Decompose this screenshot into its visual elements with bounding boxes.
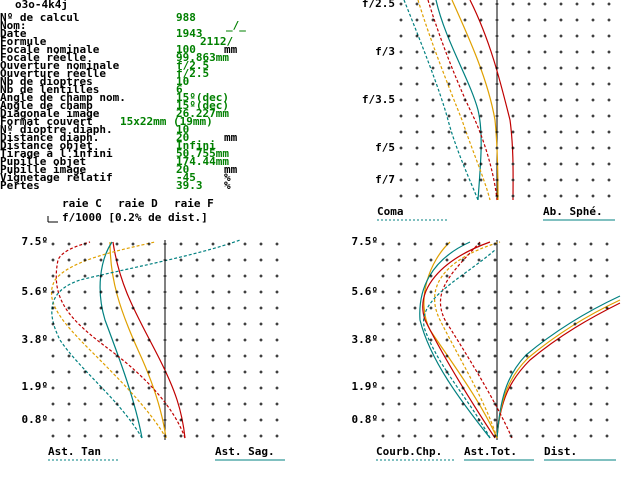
curve [427, 0, 498, 201]
param-label: Format couvert [0, 115, 93, 128]
y-tick-label: f/3 [375, 45, 395, 58]
param-value: 100 [176, 43, 196, 56]
param-label: Pupille objet [0, 155, 86, 168]
scale-label: f/1000 [0.2% de dist.] [62, 211, 208, 224]
param-label: Angle de champ [0, 99, 93, 112]
curve [55, 241, 186, 439]
curve [434, 241, 501, 439]
param-label: Focale réelle [0, 51, 86, 64]
param-value: _/_ [226, 19, 246, 32]
y-tick-label: 1.9º [352, 380, 379, 393]
legend-line: raie C [62, 197, 102, 210]
y-tick-label: 5.6º [22, 285, 49, 298]
param-value: 26.227mm [176, 107, 229, 120]
param-label: Angle de champ nom. [0, 91, 126, 104]
y-tick-label: 7.5º [352, 235, 379, 248]
param-unit: mm [224, 163, 238, 176]
param-label: Nom: [0, 19, 27, 32]
curve [403, 0, 479, 201]
param-label: Pertes [0, 179, 40, 192]
y-tick-label: f/3.5 [362, 93, 395, 106]
param-value: 10 [176, 123, 189, 136]
window-title: o3o-4k4j [15, 0, 68, 11]
param-label: Distance diaph. [0, 131, 99, 144]
curve [417, 0, 491, 201]
curve [496, 295, 621, 439]
y-tick-label: f/7 [375, 173, 395, 186]
y-tick-label: 0.8º [352, 413, 379, 426]
param-unit: % [224, 179, 231, 192]
curves [50, 0, 621, 440]
param-value: 6 [176, 83, 183, 96]
plot-label: Coma [377, 205, 404, 218]
param-label: Vignetage relatif [0, 171, 113, 184]
param-value: 15º(dec) [176, 99, 229, 112]
param-value: -45 [176, 171, 196, 184]
param-label: Nº dioptre diaph. [0, 123, 113, 136]
plot-label: Ast. Sag. [215, 445, 275, 458]
y-tick-label: 3.8º [352, 333, 379, 346]
param-label: Date [0, 27, 27, 40]
y-tick-label: 0.8º [22, 413, 49, 426]
curve [50, 241, 167, 439]
param-value: 50.755mm [176, 147, 229, 160]
curve [51, 239, 241, 439]
param-value: 10 [176, 75, 189, 88]
curve [109, 241, 167, 439]
curve [451, 0, 499, 201]
plot-label: Dist. [544, 445, 577, 458]
curve [112, 241, 186, 439]
curve [435, 0, 482, 201]
param-value: 1943 [176, 27, 203, 40]
param-label: Nº de calcul [0, 11, 79, 24]
param-unit: mm [224, 131, 238, 144]
plot-label: Courb.Chp. [376, 445, 442, 458]
param-value: 2112/ [200, 35, 233, 48]
curve [469, 0, 514, 201]
param-label: Distance objet [0, 139, 93, 152]
param-value: 15º(dec) [176, 91, 229, 104]
y-tick-label: 3.8º [22, 333, 49, 346]
y-tick-label: 1.9º [22, 380, 49, 393]
param-label: Ouverture réelle [0, 67, 106, 80]
param-label: Diagonale image [0, 107, 100, 120]
param-value: 988 [176, 11, 196, 24]
param-unit: mm [224, 43, 238, 56]
curve [423, 249, 496, 439]
y-tick-label: f/2.5 [362, 0, 395, 10]
param-label: Nb de lentilles [0, 83, 99, 96]
param-label: Tirage à l'infini [0, 147, 113, 160]
plot-label: Ast.Tot. [464, 445, 517, 458]
plot-label: Ast. Tan [48, 445, 101, 458]
param-value: 174.44mm [176, 155, 229, 168]
param-value: f/2.5 [176, 59, 209, 72]
param-label: Nb de dioptres [0, 75, 93, 88]
param-value: 15x22mm (19mm) [120, 115, 213, 128]
curve [422, 241, 496, 439]
param-value: 39.3 [176, 179, 203, 192]
y-tick-label: 7.5º [22, 235, 49, 248]
param-value: 20 [176, 131, 189, 144]
y-tick-label: f/5 [375, 141, 395, 154]
param-value: Infini [176, 139, 216, 152]
param-label: Ouverture nominale [0, 59, 120, 72]
param-value: 20 [176, 163, 189, 176]
param-value: f/2.5 [176, 67, 209, 80]
plot-label: Ab. Sphé. [543, 205, 603, 218]
param-label: Formule [0, 35, 47, 48]
legend-line: raie F [174, 197, 214, 210]
param-label: Pupille image [0, 163, 86, 176]
legend-line: raie D [118, 197, 158, 210]
param-unit: % [224, 171, 231, 184]
curve [99, 241, 143, 439]
param-value: 99.863mm [176, 51, 229, 64]
param-label: Focale nominale [0, 43, 100, 56]
y-tick-label: 5.6º [352, 285, 379, 298]
